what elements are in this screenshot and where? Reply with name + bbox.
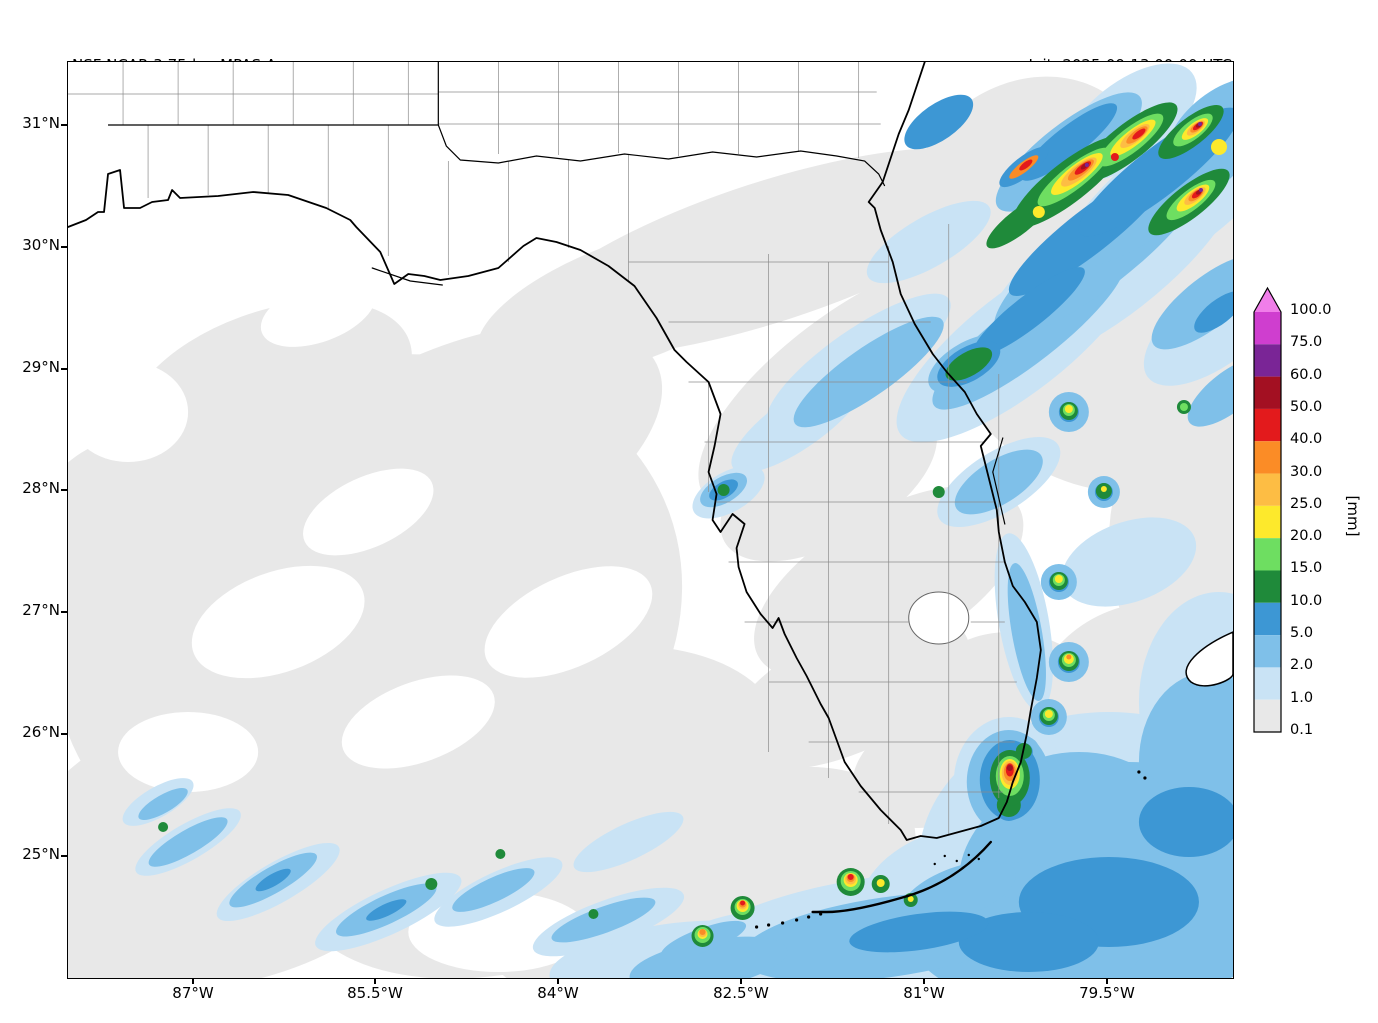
- colorbar: [1253, 286, 1282, 733]
- keys-islets: [754, 770, 1147, 929]
- colorbar-extend-triangle: [1254, 288, 1281, 312]
- y-tick-mark: [61, 368, 67, 370]
- y-axis-tick-label: 29°N: [22, 358, 60, 376]
- y-axis-tick-label: 30°N: [22, 236, 60, 254]
- colorbar-segment: [1254, 376, 1281, 409]
- x-tick-mark: [740, 978, 742, 984]
- y-axis-tick-label: 31°N: [22, 114, 60, 132]
- colorbar-segment: [1254, 408, 1281, 442]
- colorbar-tick-label: 50.0: [1290, 399, 1323, 415]
- x-axis-tick-label: 79.5°W: [1079, 984, 1135, 1002]
- map-canvas: [68, 62, 1233, 978]
- y-tick-mark: [61, 611, 67, 613]
- bahamas-island: [1185, 631, 1233, 687]
- x-tick-mark: [1106, 978, 1108, 984]
- colorbar-tick-label: 40.0: [1290, 431, 1323, 447]
- county-boundaries: [68, 62, 1017, 834]
- colorbar-tick-label: 30.0: [1290, 464, 1323, 480]
- colorbar-tick-label: 20.0: [1290, 528, 1323, 544]
- colorbar-tick-label: 10.0: [1290, 593, 1323, 609]
- colorbar-segment: [1254, 344, 1281, 377]
- precip-layer-60mm: [1084, 122, 1203, 192]
- colorbar-segment: [1254, 699, 1281, 733]
- y-tick-mark: [61, 733, 67, 735]
- y-axis-tick-label: 28°N: [22, 479, 60, 497]
- colorbar-tick-label: 2.0: [1290, 657, 1314, 673]
- colorbar-unit-label: [mm]: [1344, 495, 1362, 537]
- y-axis-tick-label: 26°N: [22, 723, 60, 741]
- y-tick-mark: [61, 855, 67, 857]
- x-axis-tick-label: 84°W: [537, 984, 579, 1002]
- x-axis-tick-label: 81°W: [903, 984, 945, 1002]
- colorbar-tick-label: 100.0: [1290, 302, 1332, 318]
- coastline: [68, 62, 1042, 841]
- y-tick-mark: [61, 124, 67, 126]
- florida-keys: [811, 840, 992, 914]
- y-axis-tick-label: 25°N: [22, 845, 60, 863]
- colorbar-tick-label: 25.0: [1290, 496, 1323, 512]
- colorbar-tick-label: 75.0: [1290, 334, 1323, 350]
- x-tick-mark: [192, 978, 194, 984]
- colorbar-tick-label: 15.0: [1290, 560, 1323, 576]
- colorbar-segment: [1254, 667, 1281, 700]
- map-frame: [67, 61, 1234, 979]
- colorbar-segment: [1254, 505, 1281, 539]
- colorbar-tick-label: 0.1: [1290, 722, 1314, 738]
- barrier-islands: [371, 267, 1006, 525]
- colorbar-outline: [1253, 286, 1282, 733]
- colorbar-segment: [1254, 602, 1281, 636]
- colorbar-tick-label: 1.0: [1290, 690, 1314, 706]
- colorbar-segment: [1254, 570, 1281, 603]
- x-tick-mark: [557, 978, 559, 984]
- colorbar-segment: [1254, 635, 1281, 668]
- lake-okeechobee: [908, 591, 970, 645]
- colorbar-segment: [1254, 473, 1281, 506]
- x-tick-mark: [374, 978, 376, 984]
- x-tick-mark: [923, 978, 925, 984]
- x-axis-tick-label: 87°W: [172, 984, 214, 1002]
- y-tick-mark: [61, 246, 67, 248]
- colorbar-tick-label: 60.0: [1290, 367, 1323, 383]
- state-borders: [108, 62, 886, 187]
- colorbar-tick-label: 5.0: [1290, 625, 1314, 641]
- colorbar-segment: [1254, 312, 1281, 345]
- x-axis-tick-label: 82.5°W: [713, 984, 769, 1002]
- x-axis-tick-label: 85.5°W: [347, 984, 403, 1002]
- colorbar-segment: [1254, 538, 1281, 571]
- precip-clear-holes: [68, 277, 653, 972]
- colorbar-segment: [1254, 441, 1281, 474]
- y-axis-tick-label: 27°N: [22, 601, 60, 619]
- y-tick-mark: [61, 489, 67, 491]
